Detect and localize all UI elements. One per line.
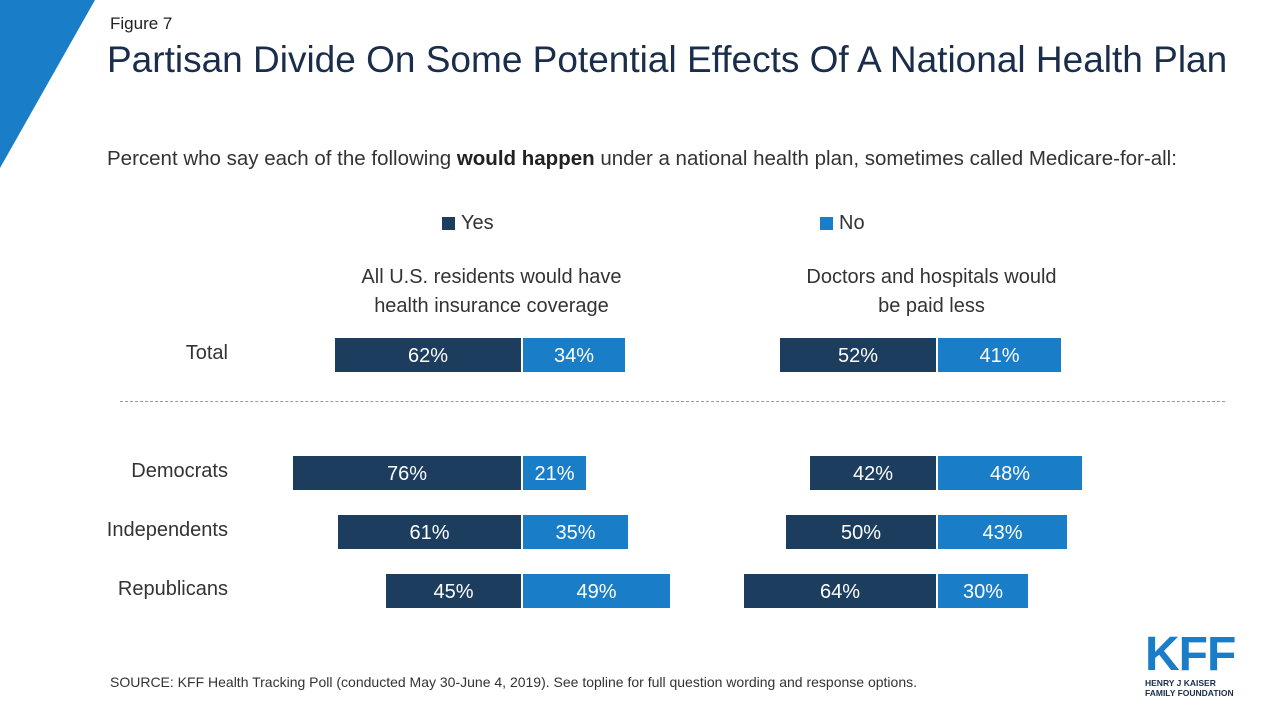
subtitle-bold: would happen [456,147,595,170]
bar-no-p2-independents [938,515,1067,549]
panel-title-left-line2: health insurance coverage [374,295,609,317]
bar-yes-p1-independents [338,515,521,549]
subtitle-pre: Percent who say each of the following [107,147,457,170]
label-yes-p2-total: 52% [838,345,878,367]
label-no-p2-independents: 43% [982,522,1022,544]
label-yes-p1-total: 62% [408,345,448,367]
figure-label: Figure 7 [110,14,173,33]
bar-yes-p2-republicans [744,574,936,608]
bar-no-p2-total [938,338,1061,372]
row-label-total: Total [185,342,228,364]
kff-logo-sub2: FAMILY FOUNDATION [1145,688,1234,698]
bar-no-p1-democrats [523,456,586,490]
kff-logo-text: KFF [1145,628,1236,681]
label-yes-p1-independents: 61% [409,522,449,544]
label-no-p2-democrats: 48% [990,463,1030,485]
label-no-p1-independents: 35% [555,522,595,544]
bar-no-p1-republicans [523,574,670,608]
bar-no-p2-democrats [938,456,1082,490]
label-no-p2-republicans: 30% [963,581,1003,603]
bar-no-p2-republicans [938,574,1028,608]
panel-title-left: All U.S. residents would have health ins… [320,263,663,321]
label-yes-p2-independents: 50% [841,522,881,544]
panel-title-right-line2: be paid less [878,295,985,317]
panel-title-left-line1: All U.S. residents would have [361,266,622,288]
panel-title-right-line1: Doctors and hospitals would [806,266,1057,288]
bar-yes-p2-total [780,338,936,372]
bar-no-p1-independents [523,515,628,549]
legend-yes-swatch [442,217,455,230]
panel-title-right: Doctors and hospitals would be paid less [760,263,1103,321]
bar-no-p1-total [523,338,625,372]
label-no-p2-total: 41% [979,345,1019,367]
legend-no-swatch [820,217,833,230]
bar-yes-p1-republicans [386,574,521,608]
page-title: Partisan Divide On Some Potential Effect… [107,39,1228,80]
label-yes-p1-democrats: 76% [387,463,427,485]
label-no-p1-democrats: 21% [534,463,574,485]
label-yes-p1-republicans: 45% [433,581,473,603]
subtitle-post: under a national health plan, sometimes … [594,147,1177,170]
legend-yes-label: Yes [461,212,494,234]
bar-yes-p1-total [335,338,521,372]
subtitle: Percent who say each of the following wo… [107,145,1227,172]
legend-no: No [820,212,865,235]
total-divider-line [120,401,1225,402]
corner-accent-triangle [0,0,95,168]
bar-yes-p2-independents [786,515,936,549]
row-label-democrats: Democrats [131,460,228,482]
label-yes-p2-democrats: 42% [853,463,893,485]
bar-yes-p2-democrats [810,456,936,490]
label-no-p1-republicans: 49% [576,581,616,603]
source-note: SOURCE: KFF Health Tracking Poll (conduc… [110,674,917,690]
row-label-republicans: Republicans [117,578,228,600]
kff-logo: KFF HENRY J KAISER FAMILY FOUNDATION [1145,628,1237,699]
row-label-independents: Independents [106,519,228,541]
legend-yes: Yes [442,212,494,235]
label-no-p1-total: 34% [554,345,594,367]
legend-no-label: No [839,212,865,234]
bar-yes-p1-democrats [293,456,521,490]
label-yes-p2-republicans: 64% [820,581,860,603]
kff-logo-sub1: HENRY J KAISER [1145,678,1216,688]
